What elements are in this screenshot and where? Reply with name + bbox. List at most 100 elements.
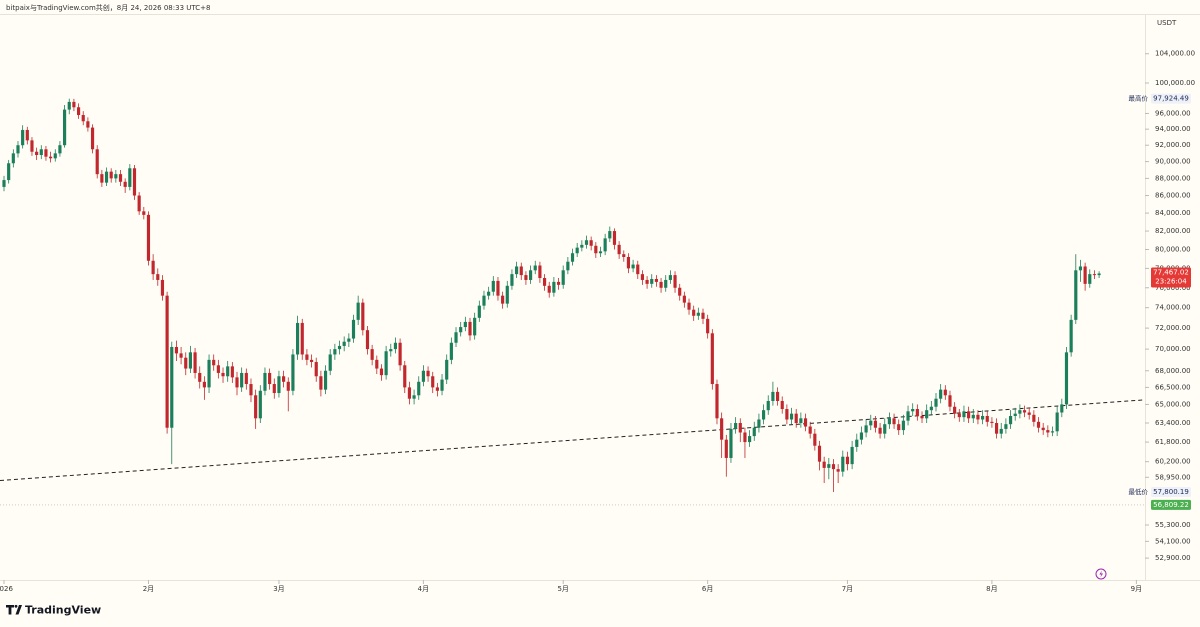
candle-body xyxy=(407,387,412,399)
candle-body xyxy=(370,349,374,360)
candle-body xyxy=(929,406,933,411)
header: bitpaix与TradingView.com共创，8月 24, 2026 08… xyxy=(6,3,210,12)
candle-body xyxy=(1083,266,1087,284)
candle-body xyxy=(314,362,318,377)
candle-body xyxy=(132,168,137,196)
candle-body xyxy=(501,295,505,304)
candle-body xyxy=(659,281,663,288)
candle-body xyxy=(878,427,882,434)
candle-body xyxy=(822,461,826,468)
candle-body xyxy=(887,418,891,425)
candle-body xyxy=(803,418,808,427)
candle-body xyxy=(608,231,612,239)
price-tag-name: 最高价 xyxy=(1129,94,1149,103)
candle-body xyxy=(715,384,719,419)
candle-body xyxy=(920,415,924,419)
candle-body xyxy=(184,357,188,369)
y-tick-label: 100,000.00 xyxy=(1155,79,1195,87)
candle-body xyxy=(333,349,337,355)
candle-body xyxy=(305,354,309,360)
candle-body xyxy=(561,270,565,285)
candle-body xyxy=(487,291,491,296)
candle-body xyxy=(156,274,160,280)
candle-body xyxy=(11,153,15,164)
candle-body xyxy=(528,270,533,280)
candle-body xyxy=(901,420,905,431)
candle-body xyxy=(915,409,919,416)
price-tag xyxy=(1151,499,1191,510)
candle-body xyxy=(16,145,20,154)
price-tag-name: 最低价 xyxy=(1129,487,1149,496)
candle-body xyxy=(384,351,388,376)
alert-icon[interactable] xyxy=(1095,568,1107,580)
candle-body xyxy=(911,409,915,412)
candle-body xyxy=(76,107,81,116)
candle-body xyxy=(626,256,631,269)
candle-body xyxy=(962,411,966,418)
candle-body xyxy=(328,354,332,371)
x-tick-label: 8月 xyxy=(986,585,997,593)
candle-body xyxy=(883,424,887,434)
candle-body xyxy=(701,312,705,319)
candle-body xyxy=(179,353,183,358)
candle-body xyxy=(570,253,575,262)
candle-body xyxy=(668,275,672,280)
candle-body xyxy=(836,469,840,472)
candle-body xyxy=(244,372,248,385)
candle-body xyxy=(925,410,929,419)
candle-body xyxy=(510,274,514,286)
brand-logo: TradingView xyxy=(5,604,101,617)
axis-title: USDT xyxy=(1157,19,1177,27)
candle-body xyxy=(990,421,994,424)
y-tick-label: 84,000.00 xyxy=(1155,209,1191,217)
y-tick-label: 58,950.00 xyxy=(1155,473,1191,481)
candle-body xyxy=(212,359,216,366)
candle-body xyxy=(775,391,780,401)
y-tick-label: 68,000.00 xyxy=(1155,367,1191,375)
candle-body xyxy=(7,163,11,181)
candle-body xyxy=(491,280,495,292)
candle-body xyxy=(254,395,258,419)
candle-body xyxy=(95,149,99,175)
candle-body xyxy=(850,446,854,465)
candle-body xyxy=(831,464,836,470)
candle-body xyxy=(808,426,812,434)
candle-body xyxy=(724,439,728,458)
candle-body xyxy=(463,321,467,328)
x-tick-label: 9月 xyxy=(1131,585,1142,593)
candle-body xyxy=(435,387,439,391)
candle-body xyxy=(738,423,742,433)
candle-body xyxy=(421,370,425,382)
candle-body xyxy=(580,244,584,248)
candle-body xyxy=(845,456,850,465)
candle-body xyxy=(827,464,831,468)
candle-body xyxy=(799,418,803,424)
candle-body xyxy=(160,279,165,296)
candle-body xyxy=(859,432,864,440)
candle-body xyxy=(743,432,747,443)
candle-body xyxy=(841,456,845,472)
candle-body xyxy=(547,285,551,293)
candle-body xyxy=(622,254,626,257)
candle-body xyxy=(216,365,220,373)
candle-body xyxy=(985,415,989,422)
candle-body xyxy=(612,231,617,245)
candle-body xyxy=(291,354,295,391)
candle-body xyxy=(981,415,985,420)
candle-body xyxy=(1092,274,1097,276)
candle-body xyxy=(1013,413,1017,416)
candle-body xyxy=(39,149,43,156)
y-tick-label: 65,000.00 xyxy=(1155,400,1191,408)
candle-body xyxy=(128,168,132,187)
candle-body xyxy=(365,330,370,350)
candle-body xyxy=(1008,415,1013,425)
candle-body xyxy=(678,287,682,296)
candle-body xyxy=(53,153,57,159)
candle-body xyxy=(636,264,640,275)
candle-body xyxy=(375,359,379,369)
candle-body xyxy=(398,342,402,366)
candle-body xyxy=(63,109,67,146)
candle-body xyxy=(49,156,53,159)
candle-body xyxy=(114,174,118,179)
